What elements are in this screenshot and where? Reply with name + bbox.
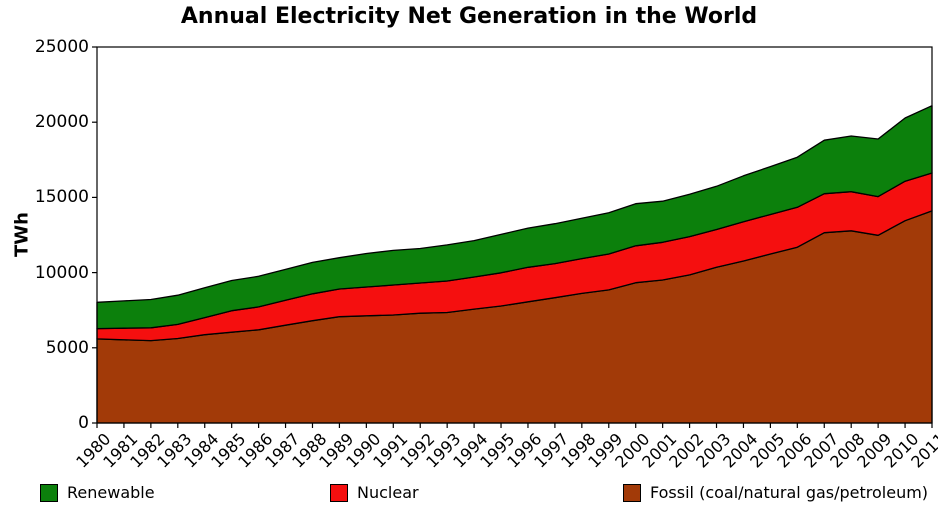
legend-item-nuclear: Nuclear [330,483,419,502]
y-tick-label: 25000 [34,37,89,57]
chart-title: Annual Electricity Net Generation in the… [180,4,758,29]
renewable-swatch-icon [40,483,58,502]
y-tick-label: 5000 [45,337,89,358]
plot-frame [96,46,933,424]
y-tick-label: 0 [78,413,89,433]
y-tick-label: 10000 [34,262,89,283]
y-tick-label: 15000 [34,187,89,208]
legend-item-renewable: Renewable [40,483,155,502]
legend: Renewable Nuclear Fossil (coal/natural g… [0,483,938,507]
legend-label-fossil: Fossil (coal/natural gas/petroleum) [650,483,929,502]
legend-item-fossil: Fossil (coal/natural gas/petroleum) [623,483,928,502]
y-tick-label: 20000 [34,112,89,133]
fossil-swatch-icon [623,483,641,502]
tick-marks [92,46,933,428]
legend-label-renewable: Renewable [67,483,155,502]
nuclear-swatch-icon [330,483,348,502]
legend-label-nuclear: Nuclear [357,483,419,502]
